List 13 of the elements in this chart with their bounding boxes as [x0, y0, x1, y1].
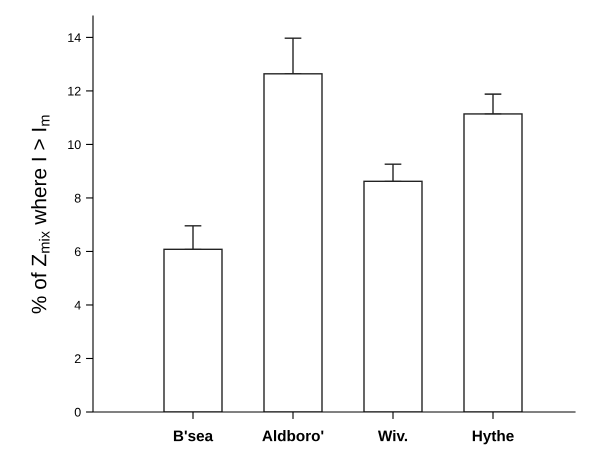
y-tick-label: 2: [74, 354, 81, 364]
x-tick-label: Aldboro': [262, 430, 324, 442]
y-tick-label: 10: [68, 140, 81, 150]
y-tick-label: 14: [68, 33, 81, 42]
x-tick-label: Hythe: [472, 430, 514, 444]
y-axis-title: % of Z$_{mix}$ where I > I$_{m}$: [31, 115, 50, 314]
y-tick-label: 0: [74, 408, 81, 417]
y-tick-label: 8: [74, 194, 81, 203]
x-tick-label: B'sea: [174, 430, 214, 442]
x-tick-label: Wiv.: [378, 430, 408, 442]
y-tick-label: 4: [74, 300, 81, 310]
y-tick-label: 6: [74, 247, 81, 256]
y-tick-label: 12: [68, 86, 81, 96]
